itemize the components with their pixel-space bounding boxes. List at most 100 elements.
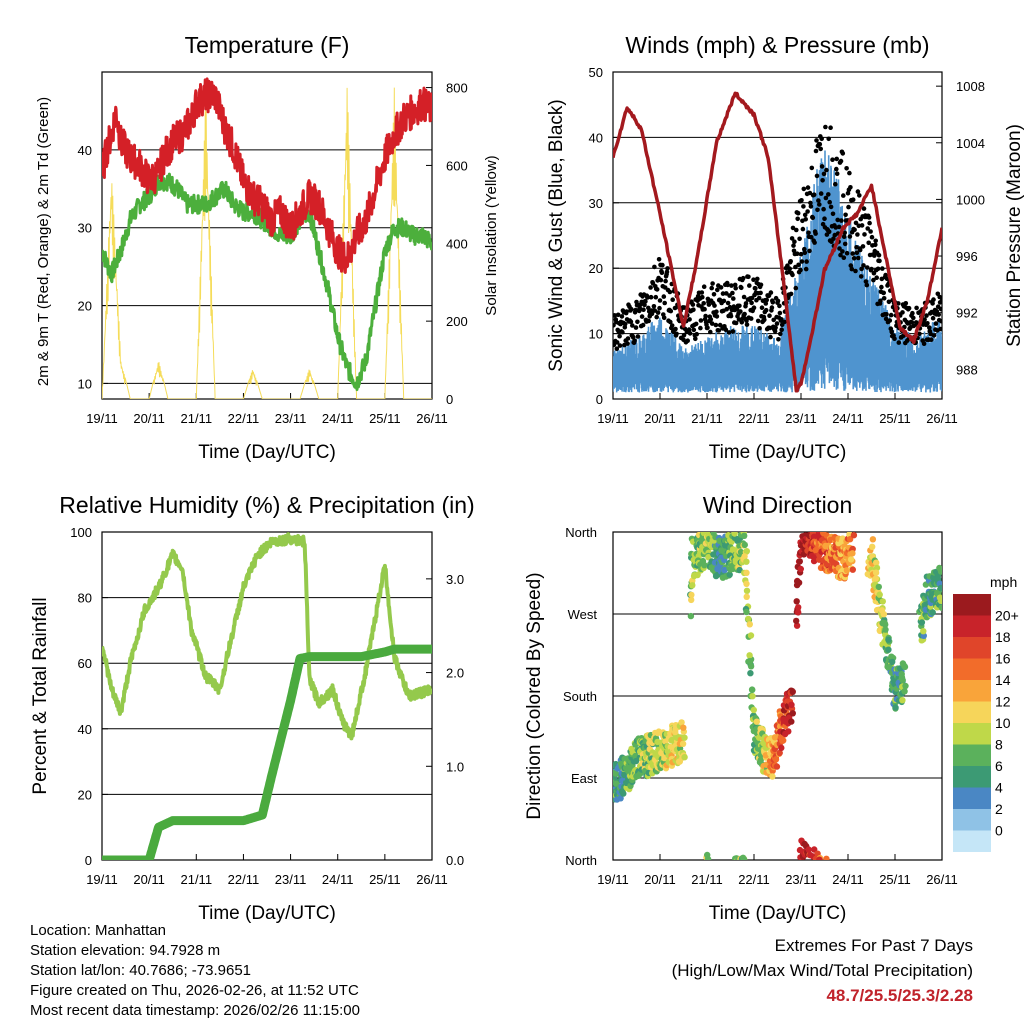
winds-gust-point xyxy=(857,193,862,198)
winds-gust-point xyxy=(617,343,623,348)
direction-legend-label: 16 xyxy=(995,651,1011,667)
direction-point xyxy=(785,728,792,735)
winds-gust-point xyxy=(755,318,761,324)
direction-legend-label: 14 xyxy=(995,672,1011,688)
direction-point xyxy=(823,855,830,860)
winds-axes: Winds (mph) & Pressure (mb) Time (Day/UTC… xyxy=(546,32,1024,463)
winds-gust-point xyxy=(751,277,756,283)
winds-gust-point xyxy=(799,198,804,203)
winds-gust-point xyxy=(802,246,807,252)
direction-point xyxy=(745,615,752,623)
direction-axes: Wind Direction Time (Day/UTC) 19/11 20/11 21… xyxy=(524,492,958,924)
humidity-ytick-label: 20 xyxy=(78,787,92,802)
winds-gust-point xyxy=(661,294,667,299)
winds-gust-point xyxy=(645,294,651,300)
winds-gust-point xyxy=(821,171,827,177)
winds-xtick-label: 19/11 xyxy=(597,411,629,426)
winds-gust-point xyxy=(883,272,888,278)
direction-point xyxy=(892,704,899,711)
winds-gust-point xyxy=(886,299,892,305)
direction-point xyxy=(843,567,851,574)
winds-gust-point xyxy=(640,322,646,328)
humidity-ytick-label: 100 xyxy=(70,525,92,540)
direction-point xyxy=(805,846,812,853)
winds-gust-point xyxy=(844,166,849,171)
winds-gust-point xyxy=(828,204,834,210)
direction-point xyxy=(613,770,620,777)
temperature-temp-line xyxy=(102,77,432,274)
winds-gust-point xyxy=(622,321,628,327)
winds-gust-point xyxy=(806,230,811,235)
direction-point xyxy=(882,626,889,633)
direction-point xyxy=(899,676,906,684)
winds-gust-point xyxy=(849,266,855,272)
temperature-ylabel: 2m & 9m T (Red, Orange) & 2m Td (Green) xyxy=(35,97,52,386)
winds-xtick-label: 23/11 xyxy=(785,411,817,426)
winds-gust-point xyxy=(881,290,886,296)
direction-point xyxy=(750,706,757,714)
winds-gust-point xyxy=(930,301,935,306)
winds-gust-point xyxy=(771,317,776,323)
winds-gust-point xyxy=(839,218,844,223)
winds-gust-point xyxy=(617,333,622,339)
winds-gust-point xyxy=(933,321,939,326)
winds-gust-point xyxy=(805,209,810,214)
winds-gust-point xyxy=(879,284,884,290)
winds-ytick-label: 20 xyxy=(589,261,603,276)
direction-point xyxy=(772,756,780,763)
direction-point xyxy=(701,562,708,569)
humidity-xtick-label: 21/11 xyxy=(180,872,212,887)
direction-point xyxy=(617,795,624,802)
winds-gust-point xyxy=(701,284,707,290)
direction-point xyxy=(746,621,753,628)
winds-gust-point xyxy=(764,297,769,303)
winds-gust-point xyxy=(720,291,726,296)
direction-point xyxy=(743,569,750,576)
winds-gust-point xyxy=(864,282,870,288)
winds-gust-point xyxy=(755,276,760,282)
winds-gust-point xyxy=(859,266,864,272)
direction-point xyxy=(899,697,906,704)
winds-title: Winds (mph) & Pressure (mb) xyxy=(625,32,929,58)
winds-gust-point xyxy=(693,336,698,342)
winds-gust-point xyxy=(661,315,667,321)
winds-gust-point xyxy=(795,210,801,216)
winds-gust-point xyxy=(767,313,772,319)
direction-point xyxy=(824,561,831,568)
winds-gust-point xyxy=(790,225,796,231)
direction-point xyxy=(736,566,743,574)
temperature-y2tick-label: 400 xyxy=(446,236,468,251)
winds-gust-point xyxy=(939,318,942,324)
winds-gust-point xyxy=(655,310,661,315)
winds-gust-point xyxy=(848,185,853,190)
winds-gust-point xyxy=(853,268,858,274)
direction-xtick-label: 26/11 xyxy=(926,872,958,887)
winds-gust-point xyxy=(775,298,781,304)
winds-gust-point xyxy=(741,294,747,300)
winds-gust-point xyxy=(816,198,821,203)
winds-gust-point xyxy=(614,346,620,352)
winds-gust-point xyxy=(709,285,714,291)
winds-gust-point xyxy=(924,313,929,318)
temperature-xtick-label: 22/11 xyxy=(228,411,260,426)
humidity-precip-line xyxy=(102,644,432,860)
winds-gust-point xyxy=(740,275,746,281)
winds-gust-point xyxy=(823,124,828,130)
direction-legend-swatch xyxy=(953,615,991,637)
winds-gust-point xyxy=(691,327,697,333)
direction-points xyxy=(613,532,942,860)
temperature-xtick-label: 20/11 xyxy=(133,411,165,426)
winds-gust-point xyxy=(884,312,889,317)
winds-gust-point xyxy=(660,262,665,268)
winds-gust-point xyxy=(653,294,659,300)
winds-gust-point xyxy=(888,312,894,318)
direction-point xyxy=(816,856,823,860)
winds-gust-point xyxy=(614,340,620,345)
winds-gust-point xyxy=(852,227,857,232)
temperature-xtick-label: 24/11 xyxy=(322,411,354,426)
winds-gust-point xyxy=(726,330,732,335)
winds-gust-point xyxy=(691,307,696,313)
winds-gust-point xyxy=(868,229,873,234)
winds-gust-point xyxy=(804,259,809,264)
